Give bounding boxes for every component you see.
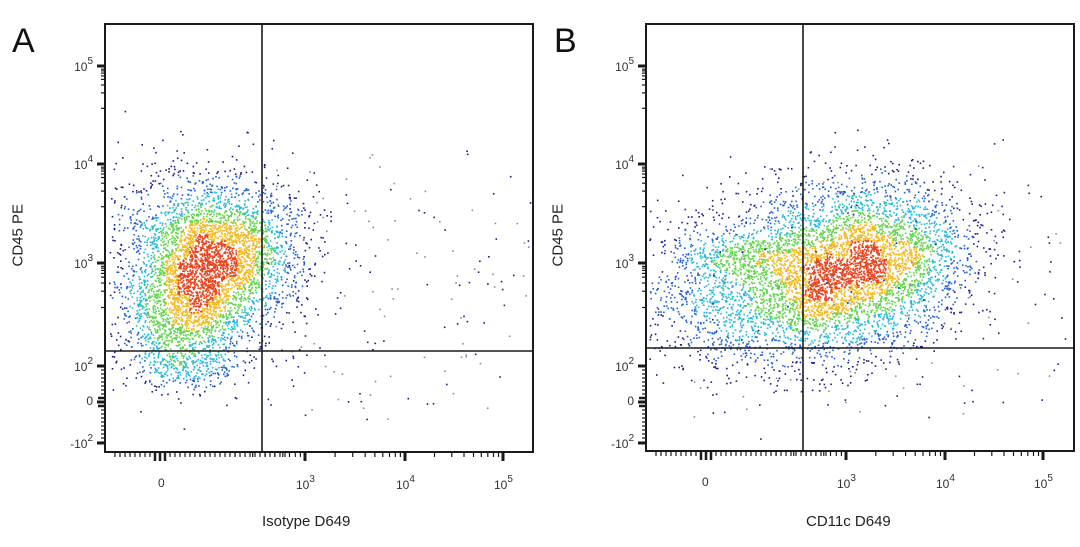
- y-tick-label: -102: [611, 433, 634, 451]
- x-tick-label: 104: [936, 473, 955, 491]
- panel-letter-a: A: [12, 22, 35, 60]
- x-tick-label: 0: [158, 476, 165, 490]
- x-tick-label: 0: [702, 475, 709, 489]
- y-tick-label: 104: [615, 154, 634, 172]
- x-tick-label: 104: [396, 474, 415, 492]
- y-tick-label: -102: [70, 433, 93, 451]
- x-tick-label: 105: [494, 474, 513, 492]
- x-tick-label: 103: [296, 474, 315, 492]
- x-tick-label: 105: [1034, 473, 1053, 491]
- scatter-dots-b: [649, 129, 1067, 440]
- plot-frame: [645, 23, 1075, 452]
- plot-frame: [104, 23, 534, 453]
- y-tick-label: 102: [74, 356, 93, 374]
- y-tick-label: 0: [627, 394, 634, 408]
- panel-a: A: [12, 22, 35, 60]
- y-tick-label: 102: [615, 356, 634, 374]
- y-tick-label: 0: [86, 394, 93, 408]
- y-tick-label: 104: [74, 154, 93, 172]
- y-tick-label: 103: [615, 253, 634, 271]
- panel-letter-b: B: [554, 22, 577, 60]
- y-axis-label-b: CD45 PE: [549, 203, 567, 267]
- y-axis-label-a: CD45 PE: [9, 203, 27, 267]
- y-tick-label: 103: [74, 253, 93, 271]
- y-tick-label: 105: [615, 56, 634, 74]
- x-tick-label: 103: [837, 473, 856, 491]
- x-axis-label-b: CD11c D649: [806, 513, 891, 530]
- panel-b: B: [540, 0, 1080, 547]
- y-tick-label: 105: [74, 56, 93, 74]
- x-axis-label-a: Isotype D649: [262, 513, 351, 530]
- scatter-dots-a: [108, 110, 532, 430]
- axes-layer: [97, 23, 1075, 461]
